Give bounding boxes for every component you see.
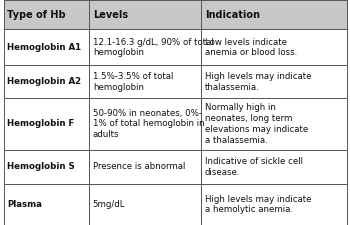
- Text: Low levels indicate
anemia or blood loss.: Low levels indicate anemia or blood loss…: [205, 38, 297, 57]
- Bar: [4, 65, 89, 98]
- Bar: [201, 65, 346, 98]
- Bar: [89, 184, 201, 225]
- Bar: [201, 184, 346, 225]
- Bar: [89, 29, 201, 65]
- Text: 12.1-16.3 g/dL, 90% of total
hemoglobin: 12.1-16.3 g/dL, 90% of total hemoglobin: [93, 38, 214, 57]
- Text: Plasma: Plasma: [7, 200, 42, 209]
- Text: Normally high in
neonates, long term
elevations may indicate
a thalassemia.: Normally high in neonates, long term ele…: [205, 103, 308, 145]
- Text: Hemoglobin A2: Hemoglobin A2: [7, 77, 81, 86]
- Text: 1.5%-3.5% of total
hemoglobin: 1.5%-3.5% of total hemoglobin: [93, 72, 173, 92]
- Text: High levels may indicate
a hemolytic anemia.: High levels may indicate a hemolytic ane…: [205, 195, 311, 214]
- Bar: [89, 0, 201, 29]
- Bar: [4, 0, 89, 29]
- Bar: [201, 0, 346, 29]
- Text: 50-90% in neonates, 0%-
1% of total hemoglobin in
adults: 50-90% in neonates, 0%- 1% of total hemo…: [93, 109, 204, 139]
- Text: Levels: Levels: [93, 10, 128, 20]
- Text: Hemoglobin S: Hemoglobin S: [7, 162, 75, 171]
- Text: Hemoglobin A1: Hemoglobin A1: [7, 43, 81, 52]
- Text: Hemoglobin F: Hemoglobin F: [7, 119, 74, 128]
- Text: Indicative of sickle cell
disease.: Indicative of sickle cell disease.: [205, 157, 303, 177]
- Bar: [201, 150, 346, 184]
- Bar: [89, 98, 201, 150]
- Text: Presence is abnormal: Presence is abnormal: [93, 162, 185, 171]
- Bar: [4, 98, 89, 150]
- Bar: [201, 98, 346, 150]
- Bar: [4, 150, 89, 184]
- Bar: [4, 29, 89, 65]
- Text: 5mg/dL: 5mg/dL: [93, 200, 125, 209]
- Bar: [201, 29, 346, 65]
- Text: Indication: Indication: [205, 10, 260, 20]
- Bar: [89, 150, 201, 184]
- Bar: [4, 184, 89, 225]
- Text: High levels may indicate
thalassemia.: High levels may indicate thalassemia.: [205, 72, 311, 92]
- Text: Type of Hb: Type of Hb: [7, 10, 66, 20]
- Bar: [89, 65, 201, 98]
